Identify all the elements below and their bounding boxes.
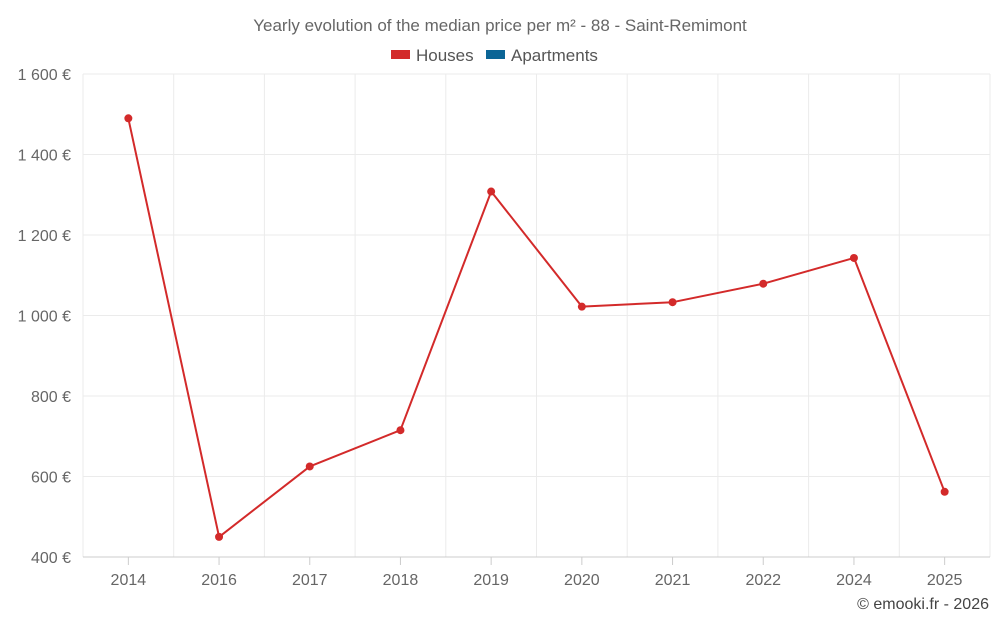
legend-swatch-houses <box>391 50 410 59</box>
data-point-houses[interactable] <box>668 298 677 307</box>
chart-title: Yearly evolution of the median price per… <box>253 16 747 35</box>
y-tick-label: 1 400 € <box>18 148 71 165</box>
y-tick-label: 1 000 € <box>18 309 71 326</box>
y-tick-label: 400 € <box>31 550 71 567</box>
legend-swatch-apartments <box>486 50 505 59</box>
series-line-houses <box>127 118 946 538</box>
x-tick-label: 2017 <box>292 572 328 589</box>
x-tick-label: 2021 <box>655 572 691 589</box>
data-point-houses[interactable] <box>849 253 858 262</box>
data-point-houses[interactable] <box>487 187 496 196</box>
grid <box>82 73 991 557</box>
data-point-houses[interactable] <box>215 532 224 541</box>
data-point-houses[interactable] <box>577 302 586 311</box>
x-tick-label: 2018 <box>383 572 419 589</box>
x-tick-label: 2020 <box>564 572 600 589</box>
x-tick-label: 2019 <box>473 572 509 589</box>
legend-label-apartments[interactable]: Apartments <box>511 46 598 65</box>
x-tick-label: 2024 <box>836 572 872 589</box>
y-tick-label: 1 600 € <box>18 67 71 84</box>
data-point-houses[interactable] <box>305 462 314 471</box>
x-tick-label: 2025 <box>927 572 963 589</box>
y-tick-label: 1 200 € <box>18 228 71 245</box>
data-point-houses[interactable] <box>124 114 133 123</box>
x-tick-label: 2014 <box>111 572 147 589</box>
y-tick-label: 800 € <box>31 389 71 406</box>
data-point-houses[interactable] <box>759 279 768 288</box>
legend-label-houses[interactable]: Houses <box>416 46 474 65</box>
legend: Houses Apartments <box>391 46 598 65</box>
credit-text: © emooki.fr - 2026 <box>857 596 989 613</box>
y-axis: 400 € 600 € 800 € 1 000 € 1 200 € 1 400 € 1 60… <box>18 67 71 567</box>
x-axis: 2014 2016 2017 2018 2019 2020 2021 2022 2024 2025 <box>83 556 990 589</box>
data-point-houses[interactable] <box>396 426 405 435</box>
series-houses <box>124 114 949 541</box>
x-tick-label: 2022 <box>745 572 781 589</box>
y-tick-label: 600 € <box>31 470 71 487</box>
x-tick-label: 2016 <box>201 572 237 589</box>
data-point-houses[interactable] <box>940 487 949 496</box>
